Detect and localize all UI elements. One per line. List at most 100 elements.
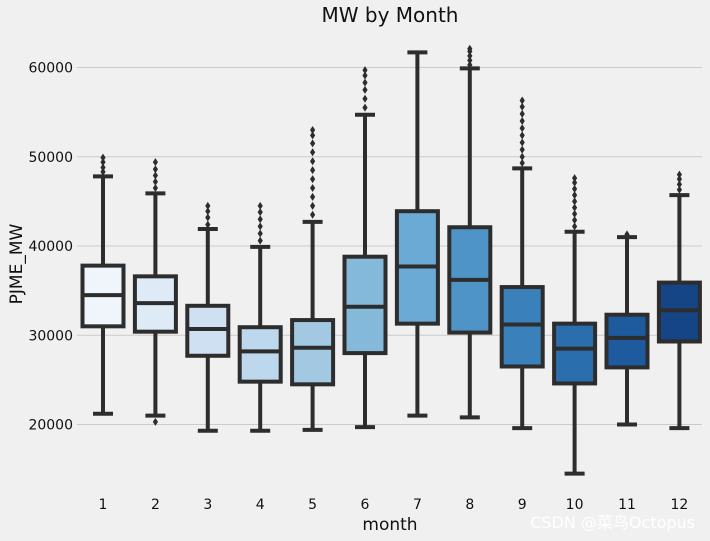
outlier-point [310,192,316,201]
outlier-point [152,177,158,186]
outlier-point [572,203,578,212]
outlier-point [676,180,682,189]
outlier-point [100,158,106,167]
outlier-point [572,209,578,218]
x-tick-label: 1 [99,497,108,513]
box-group [552,174,598,476]
outlier-point [362,66,368,75]
x-axis-label: month [362,515,417,535]
box-group [656,170,702,431]
outlier-point [519,117,525,126]
outlier-point [362,103,368,112]
x-tick-labels: 1 2 3 4 5 6 7 8 9 10 11 12 [99,497,689,513]
watermark: CSDN @菜鸟Octopus [530,513,695,532]
outlier-point [257,236,263,245]
outlier-point [362,94,368,103]
outlier-point [310,148,316,157]
x-tick-label: 3 [203,497,212,513]
gridlines [77,67,702,425]
x-tick-label: 6 [361,497,370,513]
box-group [342,66,388,430]
x-tick-label: 8 [465,497,474,513]
outlier-point [205,207,211,216]
box-group [499,96,545,431]
outlier-point [310,139,316,148]
outlier-point [310,183,316,192]
box [237,325,283,384]
outlier-point [152,165,158,174]
outlier-point [572,216,578,225]
box [290,318,336,387]
outlier-point [152,417,158,426]
outlier-point [100,163,106,172]
box-group [132,158,178,426]
outlier-point [519,96,525,105]
box-group [394,50,440,418]
outlier-point [100,153,106,162]
outlier-point [519,152,525,161]
x-tick-label: 12 [670,497,688,513]
outlier-point [310,166,316,175]
outlier-point [467,44,473,53]
outlier-point [100,167,106,176]
outlier-point [205,201,211,210]
box-group [80,153,126,416]
outlier-point [310,125,316,134]
outlier-point [676,175,682,184]
y-tick-labels: 20000 30000 40000 50000 60000 [28,61,73,434]
x-tick-label: 11 [618,497,636,513]
outlier-point [310,157,316,166]
y-axis-label: PJME_MW [7,223,27,304]
outlier-point [676,170,682,179]
outlier-point [362,78,368,87]
outlier-point [676,185,682,194]
x-tick-label: 9 [518,497,527,513]
outlier-point [205,213,211,222]
outlier-point [624,230,630,239]
outlier-point [467,60,473,69]
outlier-point [572,178,578,187]
outlier-point [205,220,211,229]
outlier-point [362,85,368,94]
outlier-point [572,174,578,183]
chart-title: MW by Month [322,3,459,27]
outlier-point [519,109,525,118]
x-tick-label: 5 [308,497,317,513]
outlier-point [362,71,368,80]
outlier-point [572,184,578,193]
outlier-point [467,56,473,65]
outlier-point [310,201,316,210]
outlier-point [519,131,525,140]
box [552,321,598,386]
outlier-point [519,145,525,154]
box-group [185,201,231,433]
outlier-point [257,208,263,217]
outlier-point [519,138,525,147]
outlier-point [467,51,473,60]
outlier-point [310,175,316,184]
outlier-point [257,222,263,231]
box [604,312,650,370]
outlier-point [310,131,316,140]
boxes [80,44,702,476]
outlier-point [257,215,263,224]
y-tick-label: 40000 [28,239,73,255]
outlier-point [572,191,578,200]
x-tick-label: 7 [413,497,422,513]
y-tick-label: 20000 [28,418,73,434]
outlier-point [152,183,158,192]
outlier-point [257,201,263,210]
outlier-point [152,158,158,167]
box [499,285,545,369]
outlier-point [572,222,578,231]
y-tick-label: 50000 [28,150,73,166]
outlier-point [310,210,316,219]
x-tick-label: 10 [566,497,584,513]
x-tick-label: 2 [151,497,160,513]
box-group [604,230,650,427]
outlier-point [519,124,525,133]
outlier-point [257,229,263,238]
y-tick-label: 60000 [28,61,73,77]
